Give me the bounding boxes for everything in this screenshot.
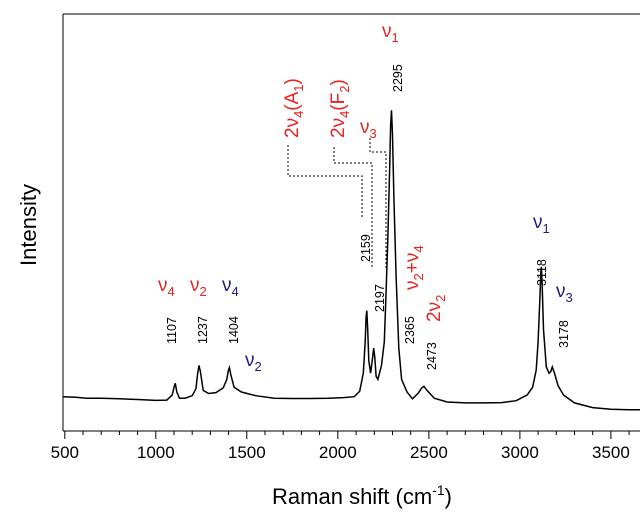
peak-label-3178: 3178 [557,320,571,348]
mode-label-nu4-blue: ν4 [222,275,239,299]
mode-label-nu2-blue: ν2 [245,350,262,374]
mode-label-nu1-blue: ν1 [533,212,550,236]
peak-label-3118: 3118 [535,259,549,286]
mode-label-nu4-red: ν4 [158,275,175,299]
peak-label-2473: 2473 [425,342,439,370]
x-tick-label: 2000 [319,443,357,462]
x-tick-label: 1000 [137,443,175,462]
peak-label-2159: 2159 [359,234,373,262]
peak-label-1237: 1237 [196,316,210,344]
peak-label-2197: 2197 [373,284,387,312]
x-tick-label: 3000 [501,443,539,462]
mode-label-nu2-plus-nu4: ν2+ν4 [402,245,426,290]
spectrum-line [62,110,640,411]
mode-label-nu1-red: ν1 [382,21,399,45]
leader-2nu4-f2 [333,147,373,268]
x-axis-ticks [64,431,630,439]
y-axis-title: Intensity [16,184,41,266]
x-axis-tick-labels: 500 1000 1500 2000 2500 3000 3500 [51,443,630,462]
mode-label-nu3-red: ν3 [360,117,377,141]
x-tick-label: 1500 [228,443,266,462]
mode-label-2nu4-a1: 2ν4(A1) [282,78,306,138]
leader-2nu4-a1 [287,145,363,218]
x-tick-label: 3500 [592,443,630,462]
peak-label-2295: 2295 [391,64,405,92]
mode-label-2nu4-f2: 2ν4(F2) [328,79,352,138]
peak-label-1107: 1107 [165,317,179,344]
x-tick-label: 500 [51,443,79,462]
leader-nu3 [369,138,387,270]
mode-label-nu3-blue: ν3 [556,281,573,305]
x-axis-title: Raman shift (cm-1) [272,482,452,509]
peak-label-2365: 2365 [403,316,417,344]
peak-label-1404: 1404 [227,316,241,344]
mode-label-nu2-red: ν2 [190,275,207,299]
mode-label-2nu2: 2ν2 [424,295,448,322]
x-tick-label: 2500 [410,443,448,462]
overtone-leader-lines [287,138,387,270]
